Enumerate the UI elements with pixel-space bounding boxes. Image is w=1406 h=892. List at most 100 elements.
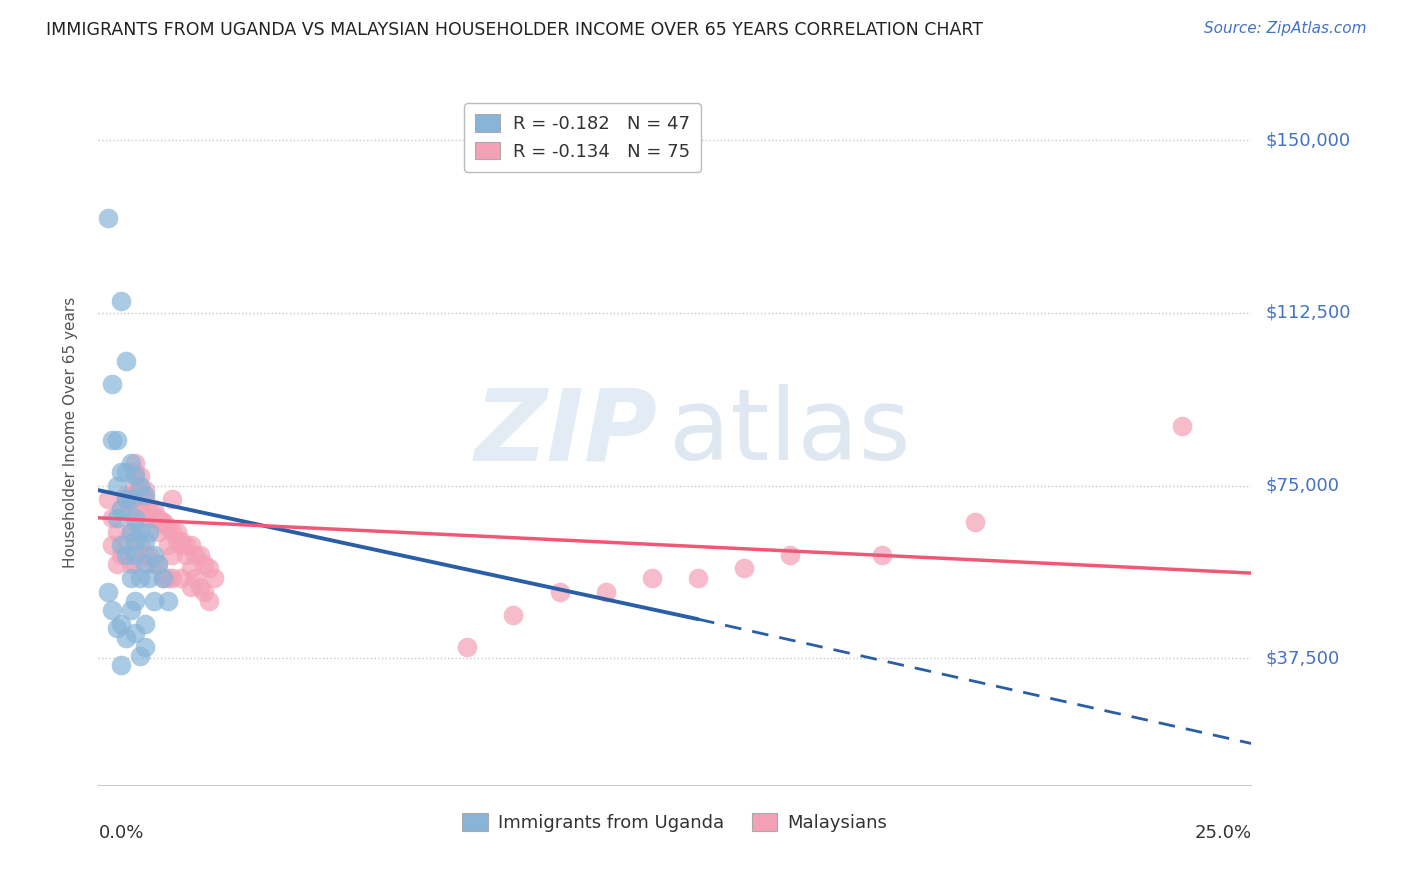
Point: [120, 488, 142, 502]
Point: [97, 584, 120, 599]
Point: [148, 557, 170, 571]
Point: [184, 548, 207, 562]
Point: [134, 492, 156, 507]
Point: [733, 561, 755, 575]
Point: [193, 557, 215, 571]
Point: [124, 548, 146, 562]
Point: [180, 561, 202, 575]
Legend: Immigrants from Uganda, Malaysians: Immigrants from Uganda, Malaysians: [456, 806, 894, 839]
Point: [134, 488, 156, 502]
Point: [138, 501, 160, 516]
Point: [124, 593, 146, 607]
Point: [120, 524, 142, 539]
Point: [156, 571, 179, 585]
Point: [170, 539, 193, 553]
Point: [110, 501, 132, 516]
Point: [548, 584, 571, 599]
Point: [110, 658, 132, 673]
Point: [129, 648, 152, 663]
Point: [115, 354, 138, 368]
Point: [174, 539, 197, 553]
Point: [120, 524, 142, 539]
Point: [115, 548, 138, 562]
Point: [180, 539, 202, 553]
Point: [152, 516, 174, 530]
Point: [129, 524, 152, 539]
Point: [129, 501, 152, 516]
Point: [97, 211, 120, 226]
Point: [120, 492, 142, 507]
Point: [170, 571, 193, 585]
Point: [124, 478, 146, 492]
Point: [174, 548, 197, 562]
Point: [156, 520, 179, 534]
Point: [110, 548, 132, 562]
Text: Source: ZipAtlas.com: Source: ZipAtlas.com: [1204, 21, 1367, 36]
Point: [148, 557, 170, 571]
Point: [134, 533, 156, 548]
Point: [152, 571, 174, 585]
Point: [105, 621, 128, 635]
Point: [152, 516, 174, 530]
Point: [138, 511, 160, 525]
Point: [134, 616, 156, 631]
Point: [779, 548, 801, 562]
Point: [134, 483, 156, 498]
Point: [115, 492, 138, 507]
Point: [148, 511, 170, 525]
Point: [160, 548, 183, 562]
Point: [160, 492, 183, 507]
Point: [142, 511, 165, 525]
Point: [129, 488, 152, 502]
Point: [120, 571, 142, 585]
Point: [124, 511, 146, 525]
Text: 0.0%: 0.0%: [98, 824, 143, 842]
Point: [142, 548, 165, 562]
Point: [156, 539, 179, 553]
Point: [115, 492, 138, 507]
Point: [124, 516, 146, 530]
Text: ZIP: ZIP: [475, 384, 658, 481]
Y-axis label: Householder Income Over 65 years: Householder Income Over 65 years: [63, 297, 77, 568]
Point: [138, 571, 160, 585]
Point: [120, 501, 142, 516]
Point: [180, 580, 202, 594]
Point: [198, 593, 221, 607]
Point: [138, 524, 160, 539]
Point: [138, 548, 160, 562]
Point: [101, 539, 124, 553]
Point: [120, 603, 142, 617]
Point: [134, 557, 156, 571]
Point: [456, 640, 478, 654]
Point: [188, 580, 211, 594]
Point: [963, 516, 986, 530]
Point: [142, 557, 165, 571]
Point: [129, 469, 152, 483]
Point: [134, 548, 156, 562]
Text: IMMIGRANTS FROM UGANDA VS MALAYSIAN HOUSEHOLDER INCOME OVER 65 YEARS CORRELATION: IMMIGRANTS FROM UGANDA VS MALAYSIAN HOUS…: [46, 21, 983, 38]
Point: [124, 456, 146, 470]
Point: [188, 548, 211, 562]
Point: [142, 593, 165, 607]
Point: [124, 557, 146, 571]
Point: [148, 524, 170, 539]
Point: [142, 501, 165, 516]
Point: [120, 557, 142, 571]
Point: [129, 539, 152, 553]
Point: [101, 603, 124, 617]
Point: [129, 571, 152, 585]
Point: [110, 501, 132, 516]
Text: 25.0%: 25.0%: [1194, 824, 1251, 842]
Point: [641, 571, 664, 585]
Point: [124, 533, 146, 548]
Point: [97, 492, 120, 507]
Point: [872, 548, 894, 562]
Point: [124, 465, 146, 479]
Point: [129, 478, 152, 492]
Point: [156, 593, 179, 607]
Point: [1171, 418, 1194, 433]
Point: [124, 469, 146, 483]
Text: $75,000: $75,000: [1265, 476, 1340, 494]
Point: [502, 607, 524, 622]
Text: $112,500: $112,500: [1265, 304, 1351, 322]
